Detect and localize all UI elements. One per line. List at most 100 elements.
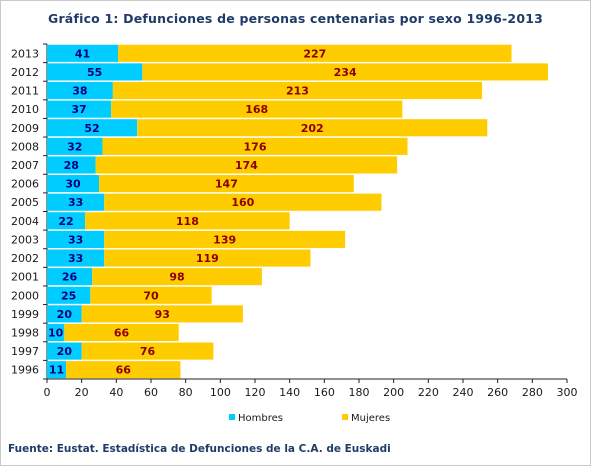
x-tick-label: 100 xyxy=(210,386,231,399)
x-axis-labels: 0 20 40 60 80 100 120 140 160 180 200 220 240 260 280 3… xyxy=(44,386,578,399)
bar-mujeres xyxy=(137,119,488,137)
y-tick-label: 1997 xyxy=(11,345,39,358)
bar-hombres xyxy=(47,137,103,155)
y-tick-label: 2010 xyxy=(11,103,39,116)
y-tick-label: 2008 xyxy=(11,140,39,153)
y-tick-label: 2003 xyxy=(11,233,39,246)
data-label-mujeres: 93 xyxy=(155,308,170,321)
data-label-hombres: 33 xyxy=(68,196,83,209)
x-tick-label: 260 xyxy=(487,386,508,399)
bar-hombres xyxy=(47,268,93,286)
data-label-hombres: 28 xyxy=(64,159,79,172)
bar-hombres xyxy=(47,230,105,248)
legend: Hombres Mujeres xyxy=(229,413,390,424)
data-label-hombres: 33 xyxy=(68,252,83,265)
y-tick-label: 2004 xyxy=(11,215,39,228)
data-label-hombres: 33 xyxy=(68,233,83,246)
data-label-mujeres: 66 xyxy=(114,326,130,339)
data-label-mujeres: 202 xyxy=(301,122,324,135)
x-tick-label: 80 xyxy=(179,386,193,399)
y-tick-label: 2009 xyxy=(11,122,39,135)
bar-mujeres xyxy=(111,100,403,118)
data-label-mujeres: 160 xyxy=(231,196,254,209)
data-label-hombres: 25 xyxy=(61,289,76,302)
bar-hombres xyxy=(47,249,105,267)
legend-swatch xyxy=(229,414,235,420)
bar-mujeres xyxy=(102,137,408,155)
data-label-hombres: 55 xyxy=(87,66,102,79)
x-tick-label: 220 xyxy=(418,386,439,399)
data-label-mujeres: 176 xyxy=(244,140,267,153)
bar-hombres xyxy=(47,286,91,304)
y-tick-label: 2006 xyxy=(11,178,39,191)
bar-mujeres xyxy=(95,156,398,174)
bar-mujeres xyxy=(81,342,214,360)
data-label-mujeres: 147 xyxy=(215,178,238,191)
x-tick-label: 40 xyxy=(109,386,123,399)
source-note: Fuente: Eustat. Estadística de Defuncion… xyxy=(8,443,391,455)
y-tick-label: 1999 xyxy=(11,308,39,321)
chart-axes xyxy=(43,43,568,383)
legend-item-mujeres: Mujeres xyxy=(351,413,390,424)
bar-mujeres xyxy=(104,230,346,248)
data-label-mujeres: 66 xyxy=(116,364,132,377)
bar-hombres xyxy=(47,119,138,137)
y-tick-label: 2002 xyxy=(11,252,39,265)
bar-mujeres xyxy=(112,81,483,100)
data-label-hombres: 20 xyxy=(57,345,73,358)
x-tick-label: 300 xyxy=(557,386,578,399)
x-tick-label: 0 xyxy=(44,386,51,399)
bar-hombres xyxy=(47,156,96,174)
data-label-hombres: 22 xyxy=(58,215,73,228)
x-tick-label: 60 xyxy=(144,386,158,399)
x-tick-label: 20 xyxy=(75,386,89,399)
bar-hombres xyxy=(47,305,82,323)
bar-mujeres xyxy=(66,361,181,379)
data-label-hombres: 10 xyxy=(48,326,64,339)
bar-mujeres xyxy=(104,249,311,267)
data-label-mujeres: 213 xyxy=(286,85,309,98)
data-label-mujeres: 139 xyxy=(213,233,236,246)
legend-item-hombres: Hombres xyxy=(238,413,283,424)
bar-hombres xyxy=(47,193,105,211)
data-label-mujeres: 174 xyxy=(235,159,258,172)
y-tick-label: 1996 xyxy=(11,364,39,377)
bar-hombres xyxy=(47,212,86,230)
bar-mujeres xyxy=(142,63,548,81)
bar-mujeres xyxy=(118,44,512,62)
y-tick-label: 1998 xyxy=(11,326,39,339)
y-tick-label: 2013 xyxy=(11,47,39,60)
x-tick-label: 140 xyxy=(279,386,300,399)
data-label-hombres: 38 xyxy=(72,85,87,98)
bar-mujeres xyxy=(104,193,382,211)
data-label-mujeres: 168 xyxy=(245,103,268,116)
data-label-hombres: 32 xyxy=(67,140,82,153)
x-tick-label: 160 xyxy=(314,386,335,399)
bar-mujeres xyxy=(92,268,262,286)
data-label-hombres: 20 xyxy=(57,308,73,321)
data-label-hombres: 11 xyxy=(49,364,64,377)
bar-series: 41 227 55 234 38 213 37 168 52 202 32 176 28 174 30 147… xyxy=(47,44,548,379)
bar-mujeres xyxy=(81,305,243,323)
y-tick-label: 2000 xyxy=(11,289,39,302)
legend-swatch xyxy=(342,414,348,420)
data-label-hombres: 52 xyxy=(84,122,99,135)
data-label-mujeres: 76 xyxy=(140,345,156,358)
bar-hombres xyxy=(47,63,143,81)
bar-hombres xyxy=(47,81,113,100)
data-label-hombres: 37 xyxy=(71,103,86,116)
data-label-mujeres: 98 xyxy=(169,271,184,284)
bar-mujeres xyxy=(99,175,354,193)
data-label-mujeres: 227 xyxy=(303,47,326,60)
bar-hombres xyxy=(47,44,119,62)
bar-hombres xyxy=(47,361,67,379)
bar-hombres xyxy=(47,323,65,342)
bar-mujeres xyxy=(90,286,212,304)
bar-hombres xyxy=(47,175,99,193)
y-tick-label: 2001 xyxy=(11,271,39,284)
x-tick-label: 280 xyxy=(522,386,543,399)
data-label-hombres: 30 xyxy=(65,178,81,191)
data-label-hombres: 41 xyxy=(75,47,90,60)
x-tick-label: 200 xyxy=(383,386,404,399)
